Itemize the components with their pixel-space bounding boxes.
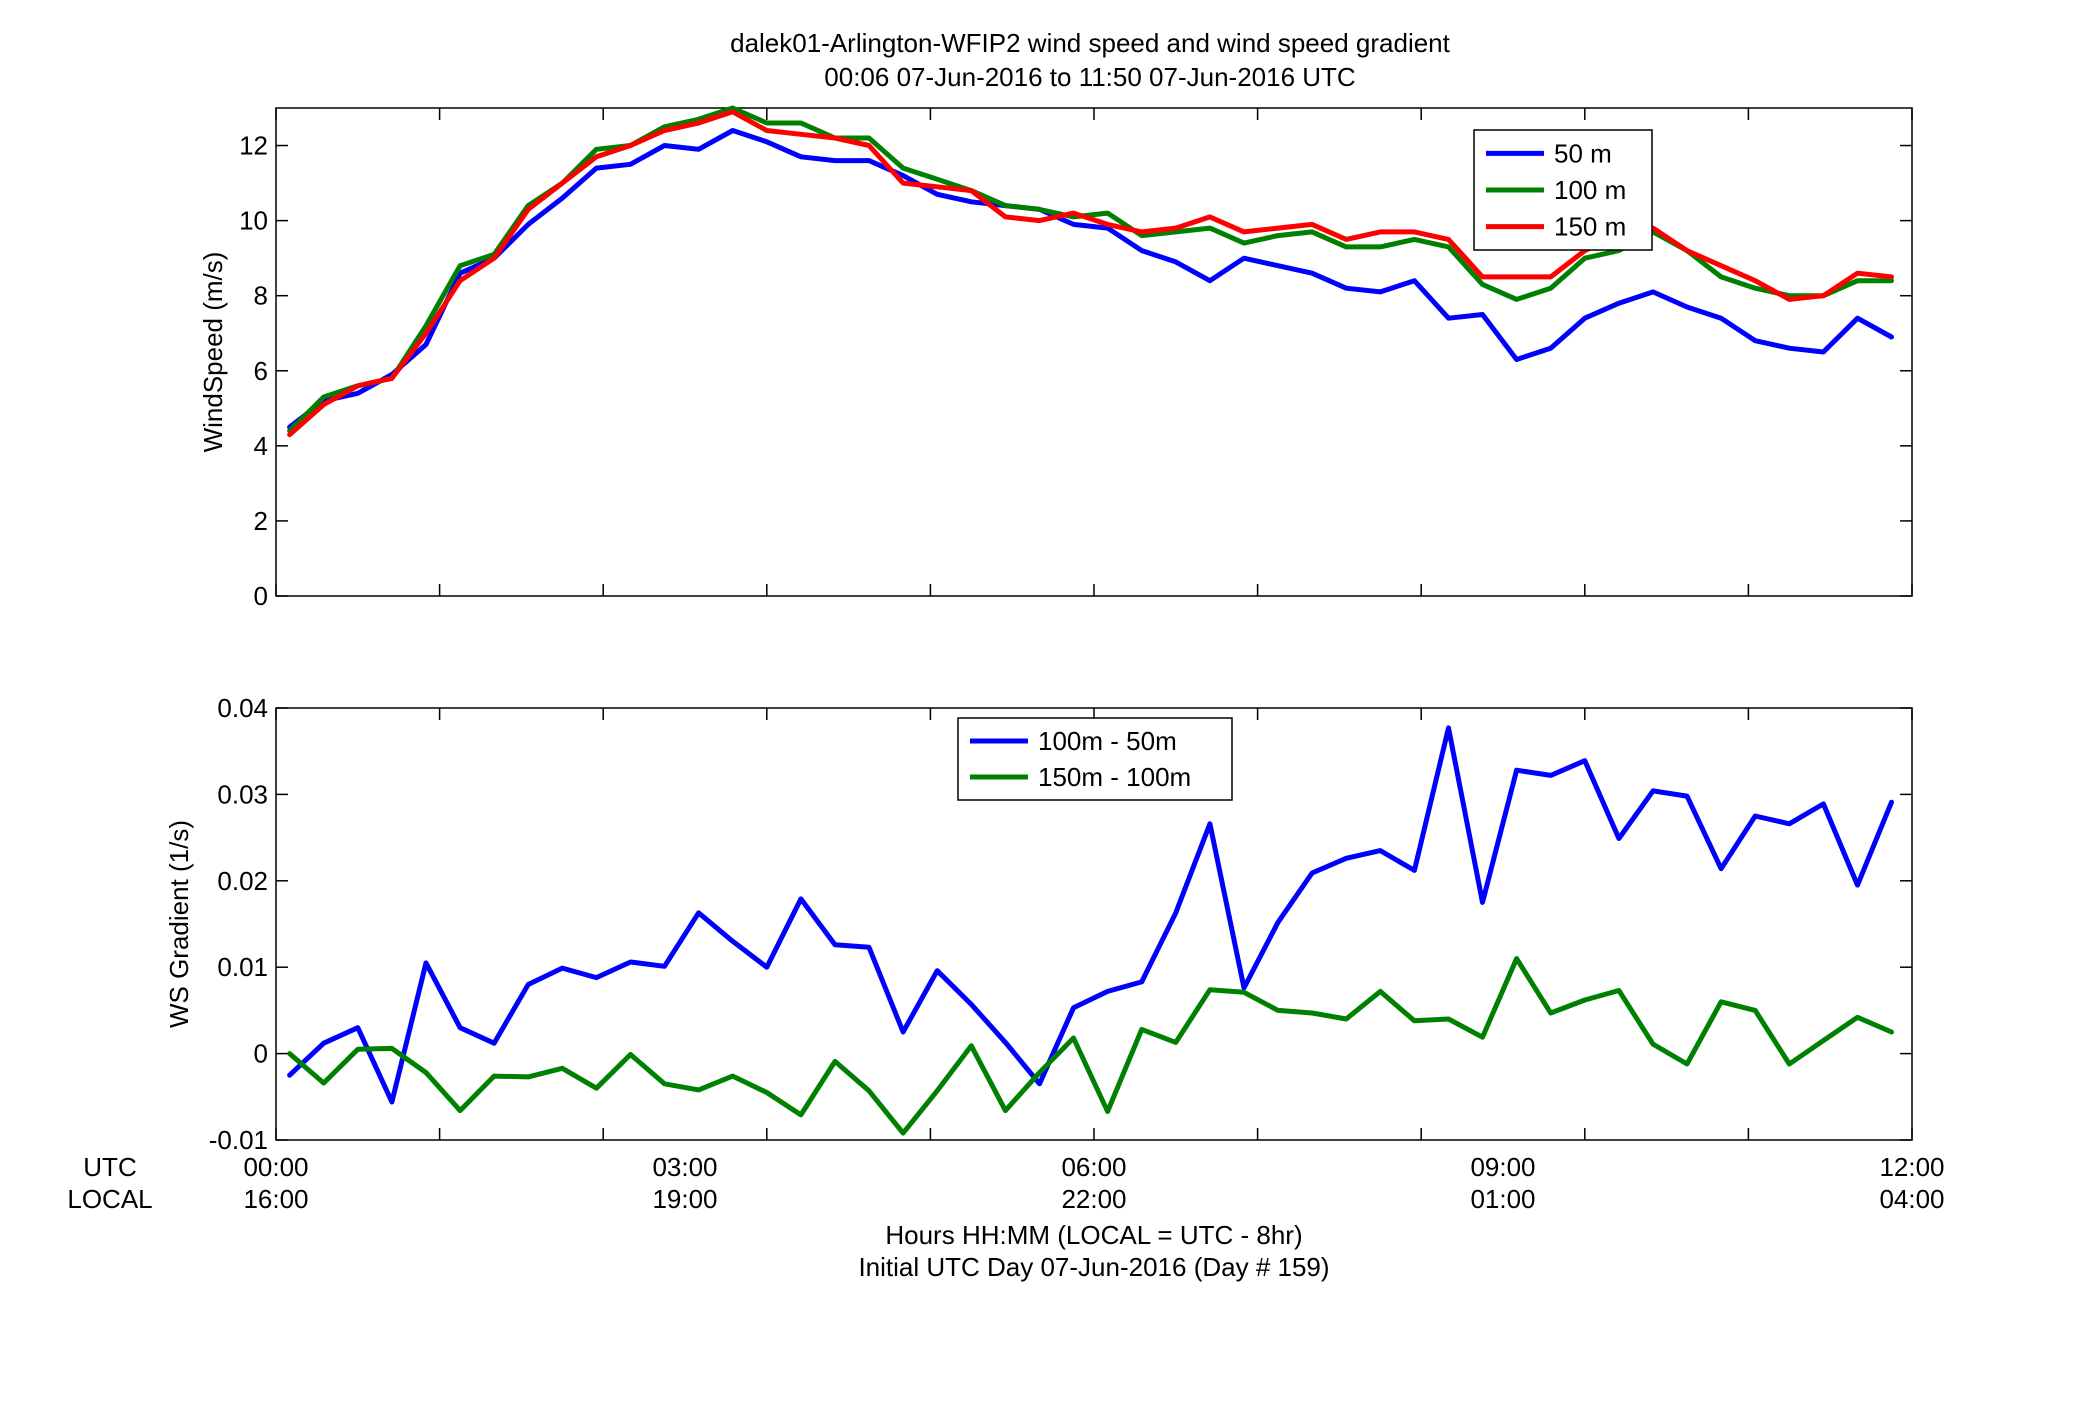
windspeed-legend-label: 150 m [1554, 212, 1626, 242]
gradient-legend-label: 100m - 50m [1038, 726, 1177, 756]
gradient-y-tick-label: 0.03 [217, 779, 268, 809]
gradient-y-tick-label: 0.02 [217, 866, 268, 896]
windspeed-y-tick-label: 6 [254, 356, 268, 386]
local-row-label: LOCAL [67, 1184, 152, 1214]
x-tick-label-local: 22:00 [1061, 1184, 1126, 1214]
windspeed-y-axis-label: WindSpeed (m/s) [198, 252, 228, 453]
gradient-x-ticks [275, 708, 1913, 1140]
utc-row-label: UTC [83, 1152, 136, 1182]
gradient-series-line-100m-50m [287, 725, 1894, 1105]
gradient-y-ticks: -0.01 0 0.01 0.02 0.03 0.04 [209, 693, 1912, 1155]
gradient-legend-box [957, 717, 1233, 801]
x-tick-label-local: 16:00 [243, 1184, 308, 1214]
gradient-legend-label: 150m - 100m [1038, 762, 1191, 792]
windspeed-y-tick-label: 8 [254, 281, 268, 311]
x-tick-label-local: 19:00 [652, 1184, 717, 1214]
windspeed-plot-area [275, 107, 1913, 597]
windspeed-legend: 50 m 100 m 150 m [1473, 129, 1653, 251]
figure-title-line2: 00:06 07-Jun-2016 to 11:50 07-Jun-2016 U… [824, 62, 1355, 92]
x-tick-label-utc: 09:00 [1470, 1152, 1535, 1182]
windspeed-y-ticks: 0 2 4 6 8 10 12 [239, 131, 1912, 611]
x-axis-label-line1: Hours HH:MM (LOCAL = UTC - 8hr) [885, 1220, 1302, 1250]
x-tick-label-local: 01:00 [1470, 1184, 1535, 1214]
gradient-y-tick-label: 0.04 [217, 693, 268, 723]
gradient-y-axis-label: WS Gradient (1/s) [164, 820, 194, 1028]
x-tick-label-local: 04:00 [1879, 1184, 1944, 1214]
x-tick-label-utc: 03:00 [652, 1152, 717, 1182]
gradient-y-tick-label: 0.01 [217, 952, 268, 982]
x-tick-label-utc: 12:00 [1879, 1152, 1944, 1182]
windspeed-y-tick-label: 4 [254, 431, 268, 461]
windspeed-y-tick-label: 2 [254, 506, 268, 536]
windspeed-y-tick-label: 0 [254, 581, 268, 611]
windspeed-x-ticks [275, 108, 1913, 596]
gradient-series-line-150m-100m [287, 956, 1894, 1136]
windspeed-legend-label: 100 m [1554, 175, 1626, 205]
windspeed-y-tick-label: 12 [239, 131, 268, 161]
x-tick-label-utc: 06:00 [1061, 1152, 1126, 1182]
figure-title-line1: dalek01-Arlington-WFIP2 wind speed and w… [730, 28, 1451, 58]
windspeed-legend-label: 50 m [1554, 138, 1612, 168]
windspeed-y-tick-label: 10 [239, 206, 268, 236]
x-tick-label-utc: 00:00 [243, 1152, 308, 1182]
gradient-legend: 100m - 50m 150m - 100m [957, 717, 1233, 801]
gradient-y-tick-label: -0.01 [209, 1125, 268, 1155]
gradient-series [287, 725, 1894, 1136]
windspeed-chart: 0 2 4 6 8 10 12 WindSpeed (m/s) 50 m 100 m 150 m [198, 105, 1913, 611]
x-axis-label-line2: Initial UTC Day 07-Jun-2016 (Day # 159) [858, 1252, 1329, 1282]
gradient-chart: -0.01 0 0.01 0.02 0.03 0.04 WS Gradient (1/s)… [164, 693, 1913, 1155]
gradient-y-tick-label: 0 [254, 1039, 268, 1069]
windspeed-series-line-50-m [287, 128, 1894, 430]
